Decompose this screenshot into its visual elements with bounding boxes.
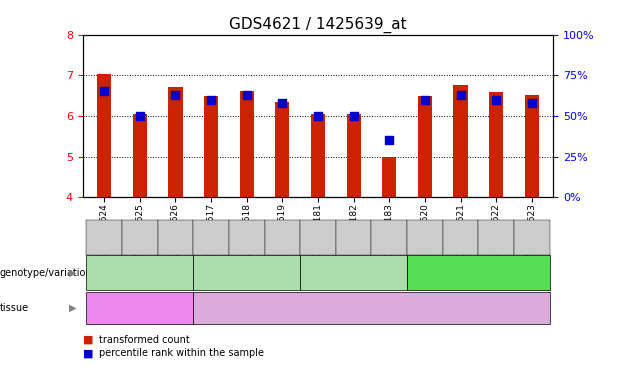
Point (135, 113, 145, 119)
Point (242, 92, 252, 98)
Bar (169, 88, 183, 197)
Bar (311, 114, 325, 197)
Point (420, 96, 430, 103)
Text: ▶: ▶ (69, 303, 76, 313)
Bar (453, 85, 467, 197)
Bar (382, 157, 396, 197)
Point (455, 92, 466, 98)
Text: ▶: ▶ (69, 268, 76, 278)
Bar (525, 95, 539, 197)
Text: genotype/variation: genotype/variation (0, 268, 93, 278)
Bar (489, 92, 504, 197)
Text: MYCN: MYCN (466, 268, 491, 277)
Text: percentile rank within the sample: percentile rank within the sample (99, 348, 263, 358)
Point (277, 100, 287, 106)
Text: adrenal: adrenal (121, 303, 158, 313)
Point (206, 96, 216, 103)
Text: normal: normal (124, 268, 156, 277)
Bar (204, 96, 218, 197)
Text: tumor: tumor (357, 303, 386, 313)
Text: mutated ALK: mutated ALK (218, 268, 276, 277)
Point (384, 137, 394, 143)
Bar (347, 114, 361, 197)
Bar (275, 103, 289, 197)
Text: transformed count: transformed count (99, 335, 190, 345)
Point (491, 96, 501, 103)
Bar (240, 91, 254, 197)
Text: tissue: tissue (0, 303, 29, 313)
Point (527, 100, 537, 106)
Bar (132, 114, 147, 197)
Text: ■: ■ (83, 348, 93, 358)
Text: MYCN and mutated
ALK: MYCN and mutated ALK (310, 263, 397, 282)
Text: GDS4621 / 1425639_at: GDS4621 / 1425639_at (229, 17, 407, 33)
Point (349, 113, 359, 119)
Bar (97, 74, 111, 197)
Text: ■: ■ (83, 335, 93, 345)
Point (170, 92, 181, 98)
Bar (418, 96, 432, 197)
Point (99, 88, 109, 94)
Point (313, 113, 323, 119)
